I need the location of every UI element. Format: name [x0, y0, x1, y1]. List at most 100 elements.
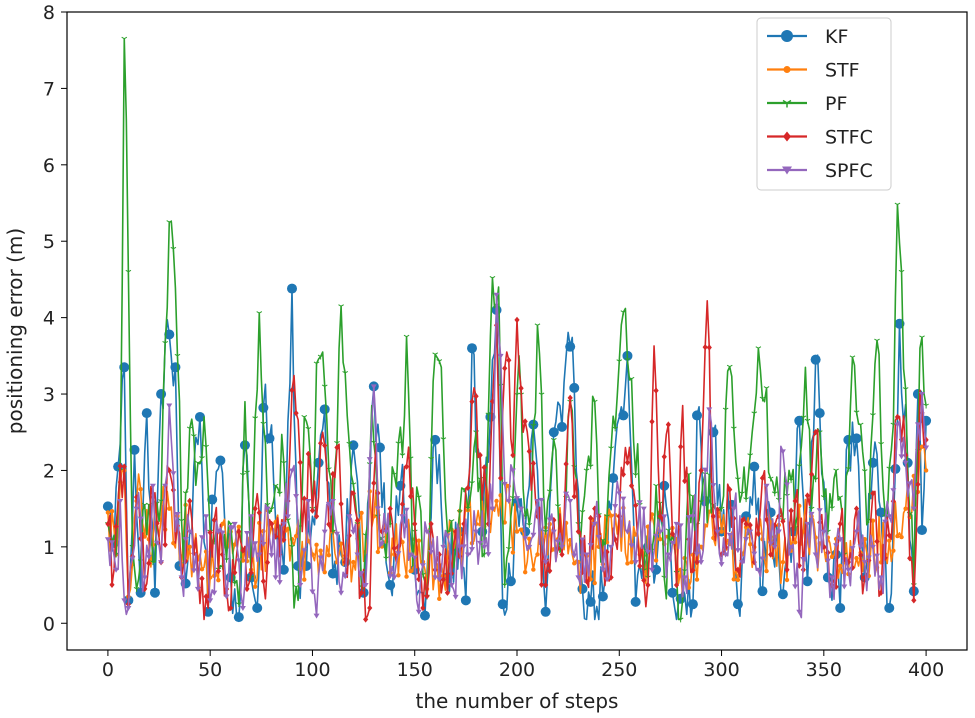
- data-point: [784, 482, 790, 488]
- data-point: [256, 311, 263, 317]
- data-point: [485, 520, 491, 528]
- data-point: [903, 506, 908, 511]
- data-point: [497, 599, 508, 610]
- data-point: [219, 530, 226, 536]
- data-point: [199, 575, 205, 582]
- series-spfc: [104, 292, 930, 619]
- data-point: [436, 359, 443, 365]
- data-point: [334, 444, 340, 451]
- series-layer: [102, 36, 932, 623]
- data-point: [448, 583, 455, 589]
- data-point: [419, 563, 426, 569]
- data-point: [109, 508, 115, 514]
- data-point: [358, 589, 365, 596]
- data-point: [633, 502, 639, 509]
- data-point: [182, 537, 189, 543]
- data-point: [882, 519, 889, 525]
- data-point: [747, 529, 754, 535]
- data-point: [843, 434, 854, 445]
- legend-marker: [782, 99, 792, 108]
- data-point: [170, 471, 177, 477]
- data-point: [853, 529, 860, 535]
- data-point: [812, 552, 819, 558]
- data-point: [812, 477, 819, 483]
- data-point: [874, 538, 880, 545]
- data-point: [358, 571, 365, 577]
- data-point: [354, 552, 361, 558]
- data-point: [808, 471, 815, 478]
- data-point: [289, 387, 295, 394]
- data-point: [289, 468, 295, 474]
- data-point: [154, 519, 160, 527]
- data-point: [895, 533, 900, 539]
- data-point: [252, 584, 258, 589]
- data-point: [346, 514, 353, 520]
- data-point: [620, 471, 626, 478]
- data-point: [240, 472, 246, 478]
- data-point: [526, 522, 533, 528]
- data-point: [899, 534, 904, 540]
- data-point: [505, 546, 512, 552]
- data-point: [919, 444, 925, 449]
- data-point: [557, 421, 567, 432]
- data-point: [923, 403, 929, 409]
- data-point: [597, 591, 608, 602]
- data-point: [440, 576, 446, 583]
- data-point: [260, 421, 267, 427]
- data-point: [469, 547, 475, 553]
- data-point: [849, 546, 856, 552]
- data-point: [162, 483, 169, 489]
- data-point: [138, 486, 143, 492]
- data-point: [612, 504, 619, 510]
- x-tick-label: 200: [499, 659, 535, 681]
- data-point: [902, 387, 909, 393]
- data-point: [583, 578, 590, 585]
- data-point: [158, 560, 165, 566]
- data-point: [190, 568, 197, 574]
- data-point: [430, 434, 441, 445]
- data-point: [162, 541, 168, 548]
- data-point: [277, 551, 283, 558]
- data-point: [651, 564, 662, 575]
- data-point: [396, 573, 401, 578]
- data-point: [587, 543, 594, 549]
- data-point: [653, 533, 660, 539]
- data-point: [326, 521, 332, 528]
- data-point: [505, 576, 516, 587]
- data-point: [141, 408, 152, 419]
- data-point: [853, 410, 860, 416]
- data-point: [232, 569, 238, 576]
- data-point: [538, 581, 545, 588]
- data-point: [608, 446, 614, 452]
- data-point: [428, 520, 434, 528]
- data-point: [460, 595, 471, 606]
- data-point: [117, 462, 123, 470]
- data-point: [878, 589, 884, 596]
- data-point: [318, 440, 324, 447]
- data-point: [591, 521, 598, 527]
- data-point: [690, 567, 696, 574]
- data-point: [415, 609, 422, 615]
- data-point: [694, 551, 700, 557]
- data-point: [767, 476, 774, 482]
- data-point: [694, 577, 700, 582]
- data-point: [604, 577, 610, 583]
- data-point: [321, 529, 328, 535]
- data-point: [678, 443, 684, 450]
- data-point: [543, 581, 549, 589]
- y-tick-label: 5: [43, 231, 55, 253]
- data-point: [317, 354, 324, 360]
- data-point: [630, 596, 641, 607]
- data-point: [297, 583, 304, 589]
- data-point: [228, 604, 234, 612]
- data-point: [211, 590, 218, 596]
- data-point: [461, 520, 467, 528]
- data-point: [735, 477, 741, 483]
- data-point: [215, 567, 221, 575]
- data-point: [494, 498, 499, 504]
- data-point: [477, 540, 484, 546]
- data-point: [469, 398, 475, 405]
- data-point: [854, 555, 859, 561]
- data-point: [293, 533, 299, 539]
- data-point: [534, 499, 541, 505]
